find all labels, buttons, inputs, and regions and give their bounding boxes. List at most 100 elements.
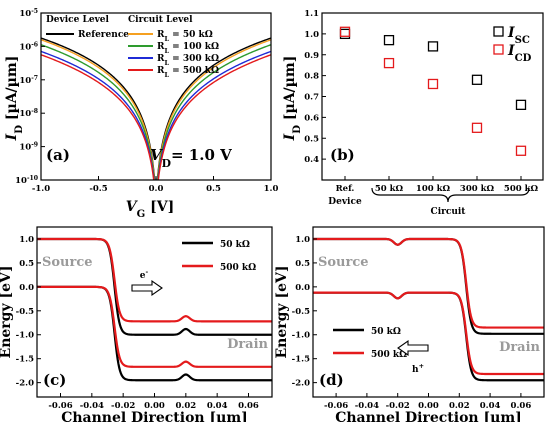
data-point-icd [427,78,439,90]
x-tick-label: -0.5 [89,184,107,194]
y-tick-label: 1.0 [295,235,310,245]
legend-label: 500 kΩ [371,350,407,360]
panelC-plot-area [37,237,272,382]
carrier-label: e- [140,268,149,281]
panel-c-chart: -2.0 -1.5 -1.0 -0.5 0.0 0.5 1.0 -0.06 -0.04 -0.02… [0,226,273,422]
band-line-500k-1 [313,291,544,376]
carrier-arrow [397,339,429,357]
y-tick-label: 1.0 [19,235,34,245]
y-tick-label: -2.0 [292,379,310,389]
panelD-label: (d) [319,371,344,389]
band-line-500k-0 [37,237,272,323]
y-tick-label: -1.0 [16,331,34,341]
x-tick-label: 0.0 [149,184,164,194]
x-tick-label: 0.00 [144,401,165,411]
source-label: Source [318,255,369,270]
circuit-brace [371,187,530,203]
data-point-isc [339,28,351,40]
x-tick-label: -0.04 [355,401,379,411]
x-tick-label: Ref. [336,184,355,194]
x-tick-label: 1.0 [264,184,279,194]
panel-a-label: (a) [46,146,70,164]
y-tick-label: 10-5 [19,8,38,20]
data-point-isc [471,74,483,85]
x-tick-label: 0.06 [238,401,259,411]
data-point-icd [383,57,395,69]
legend-label-reference: Reference [78,30,129,40]
band-line-500k-1 [37,285,272,368]
panel-a-plot-area [41,37,271,180]
y-tick-label: 0.5 [304,134,319,144]
x-tick-label: 50 kΩ [375,184,404,194]
y-tick-label: -0.5 [292,307,310,317]
band-line-500k-0 [313,237,544,329]
x-tick-label: 0.00 [418,401,439,411]
y-tick-label: 0.7 [304,93,319,103]
y-tick-label: -0.5 [16,307,34,317]
x-tick-label: 0.5 [206,184,221,194]
group-label-device: Device [328,197,362,207]
legend-label: 500 kΩ [220,263,256,273]
y-tick-label: -1.0 [292,331,310,341]
legend-label: 50 kΩ [371,327,401,337]
x-tick-label: 100 kΩ [416,184,451,194]
y-tick-label: 0.5 [19,259,34,269]
y-axis-label: Energy [eV] [0,266,14,359]
legend-group-device: Device Level [46,15,110,25]
y-tick-label: 10-9 [19,141,38,153]
series-line-0 [41,37,271,180]
group-label-circuit: Circuit [431,207,467,217]
y-tick-label: -1.5 [16,355,34,365]
legend-label-isc: ISC [507,25,530,46]
y-tick-label: 0.0 [19,283,34,293]
y-tick-label: 1.0 [304,30,319,40]
y-tick-label: 10-6 [19,41,38,53]
y-axis-label: ID [µA/µm] [282,56,303,142]
y-tick-label: 0.6 [304,113,319,123]
panelD-plot-area [313,237,544,382]
drain-label: Drain [227,337,268,352]
legend-label: RL = 500 kΩ [157,66,219,79]
y-tick-label: 0.8 [304,72,319,82]
drain-label: Drain [499,340,540,355]
panel-a-chart: -1.0 -0.5 0.0 0.5 1.0 10-10 10-9 10-8 10-7 10-6 10… [4,8,278,220]
panel-b-chart: 0.4 0.5 0.6 0.7 0.8 0.9 1.0 1.1 Ref. 50 kΩ 100 kΩ 3… [282,9,544,217]
vd-annotation: VD= 1.0 V [150,146,232,170]
series-line-3 [41,50,271,180]
panelC-frame [36,226,273,398]
y-tick-label: 10-7 [19,74,38,86]
legend-label: RL = 300 kΩ [157,54,219,67]
source-label: Source [42,255,93,270]
series-line-4 [41,54,271,180]
band-line-50k-0 [313,237,544,335]
x-tick-label: 500 kΩ [504,184,539,194]
series-line-2 [41,44,271,180]
carrier-arrow [131,279,163,297]
data-point-isc [515,99,527,110]
panel-b-label: (b) [330,146,355,164]
x-tick-label: 0.04 [480,401,501,411]
y-tick-label: 0.5 [295,259,310,269]
x-tick-label: -0.04 [80,401,104,411]
x-tick-label: 300 kΩ [460,184,495,194]
x-axis-label: Channel Direction [µm] [61,410,248,422]
data-point-icd [339,26,351,37]
data-point-isc [383,34,395,46]
panelD-frame [312,226,545,398]
y-axis-label: ID [µA/µm] [4,56,25,142]
legend-label: RL = 50 kΩ [157,30,213,43]
x-tick-label: -1.0 [32,184,50,194]
x-tick-label: -0.02 [386,401,410,411]
panelC-label: (c) [43,371,66,389]
x-tick-label: -0.06 [48,401,72,411]
x-tick-label: 0.02 [449,401,470,411]
x-tick-label: 0.02 [175,401,196,411]
x-tick-label: -0.02 [111,401,135,411]
y-axis-label: Energy [eV] [274,266,290,359]
x-tick-label: 0.04 [207,401,228,411]
data-point-isc [427,41,439,52]
panel-d-chart: -2.0 -1.5 -1.0 -0.5 0.0 0.5 1.0 -0.06 -0.04 -0.02… [274,226,545,422]
y-tick-label: 0.9 [304,51,319,61]
x-tick-label: 0.06 [511,401,532,411]
